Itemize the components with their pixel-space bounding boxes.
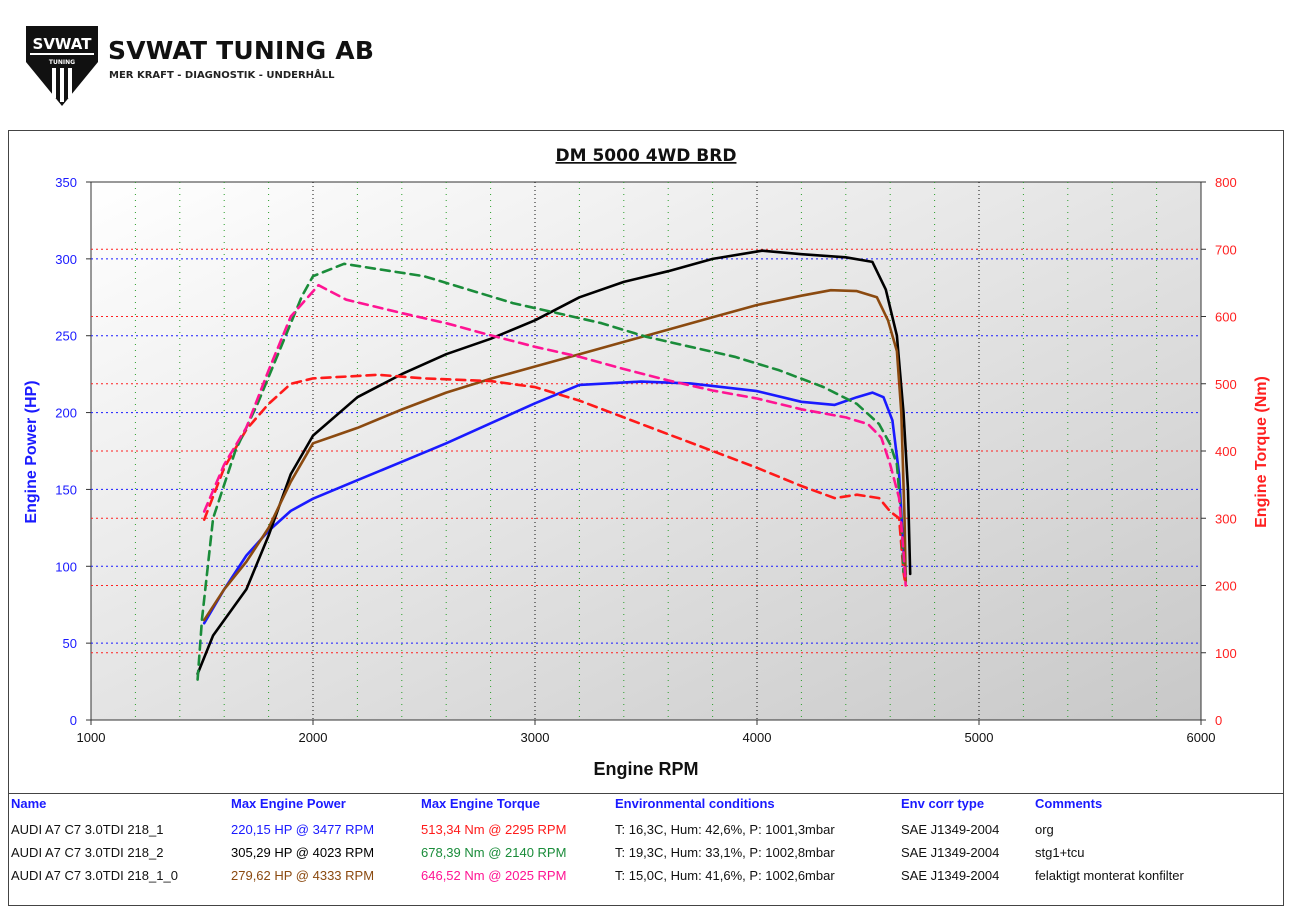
legend-comment: stg1+tcu	[1035, 845, 1085, 860]
left-axis-label: Engine Power (HP)	[23, 380, 40, 523]
right-tick-label: 800	[1215, 175, 1237, 190]
legend-header-corr: Env corr type	[901, 796, 985, 811]
legend-corr: SAE J1349-2004	[901, 845, 1000, 860]
legend-comment: felaktigt monterat konfilter	[1035, 868, 1184, 883]
right-tick-label: 600	[1215, 310, 1237, 325]
x-tick-label: 3000	[521, 730, 550, 745]
logo-badge-text: SVWAT	[33, 35, 93, 53]
legend-run-name: AUDI A7 C7 3.0TDI 218_2	[11, 845, 164, 860]
legend-max-power: 305,29 HP @ 4023 RPM	[231, 845, 375, 860]
left-tick-label: 350	[55, 175, 77, 190]
left-tick-label: 200	[55, 406, 77, 421]
power-curve-1	[202, 380, 907, 625]
right-axis-label: Engine Torque (Nm)	[1253, 376, 1270, 528]
left-tick-label: 250	[55, 329, 77, 344]
legend-comment: org	[1035, 822, 1054, 837]
torque-curve-1	[202, 373, 907, 587]
dyno-chart: 1000 2000 3000 4000 5000 60000501001502002503…	[23, 146, 1270, 779]
right-tick-label: 0	[1215, 713, 1222, 728]
x-tick-label: 6000	[1187, 730, 1216, 745]
x-tick-label: 4000	[743, 730, 772, 745]
brand-header: SVWAT TUNING SVWAT TUNING AB MER KRAFT -…	[22, 22, 422, 112]
right-tick-label: 700	[1215, 242, 1237, 257]
grid-lines	[91, 182, 1201, 720]
chart-title: DM 5000 4WD BRD	[556, 146, 737, 166]
legend-max-power: 220,15 HP @ 3477 RPM	[231, 822, 375, 837]
legend-header-comments: Comments	[1035, 796, 1103, 811]
axis-ticks: 1000 2000 3000 4000 5000 60000501001502002503…	[55, 175, 1236, 745]
legend-header-torque: Max Engine Torque	[421, 796, 540, 811]
legend-separator	[8, 793, 1284, 794]
legend-max-torque: 513,34 Nm @ 2295 RPM	[421, 822, 567, 837]
power-curve-2	[196, 249, 912, 676]
legend-env: T: 16,3C, Hum: 42,6%, P: 1001,3mbar	[615, 822, 835, 837]
x-tick-label: 5000	[965, 730, 994, 745]
x-tick-label: 1000	[77, 730, 106, 745]
left-tick-label: 100	[55, 559, 77, 574]
logo-badge-sub: TUNING	[49, 59, 75, 66]
series-lines	[196, 249, 912, 681]
svwat-logo: SVWAT TUNING	[26, 26, 98, 106]
x-axis-label: Engine RPM	[593, 759, 698, 779]
right-tick-label: 300	[1215, 511, 1237, 526]
legend-max-torque: 646,52 Nm @ 2025 RPM	[421, 868, 567, 883]
legend-run-name: AUDI A7 C7 3.0TDI 218_1_0	[11, 868, 178, 883]
torque-curve-2	[196, 262, 905, 681]
legend-env: T: 19,3C, Hum: 33,1%, P: 1002,8mbar	[615, 845, 835, 860]
left-tick-label: 300	[55, 252, 77, 267]
legend-run-name: AUDI A7 C7 3.0TDI 218_1	[11, 822, 164, 837]
torque-curve-3	[202, 283, 907, 587]
right-tick-label: 400	[1215, 444, 1237, 459]
right-tick-label: 200	[1215, 579, 1237, 594]
right-tick-label: 100	[1215, 646, 1237, 661]
right-tick-label: 500	[1215, 377, 1237, 392]
legend-max-power: 279,62 HP @ 4333 RPM	[231, 868, 375, 883]
x-tick-label: 2000	[299, 730, 328, 745]
legend-env: T: 15,0C, Hum: 41,6%, P: 1002,6mbar	[615, 868, 835, 883]
legend-corr: SAE J1349-2004	[901, 868, 1000, 883]
legend-header-name: Name	[11, 796, 47, 811]
legend-header-env: Environmental conditions	[615, 796, 775, 811]
company-name: SVWAT TUNING AB	[108, 36, 375, 65]
legend-max-torque: 678,39 Nm @ 2140 RPM	[421, 845, 567, 860]
power-curve-3	[202, 288, 907, 622]
company-tagline: MER KRAFT - DIAGNOSTIK - UNDERHÅLL	[109, 70, 335, 81]
left-tick-label: 50	[63, 636, 77, 651]
legend-header-power: Max Engine Power	[231, 796, 346, 811]
left-tick-label: 0	[70, 713, 77, 728]
legend-corr: SAE J1349-2004	[901, 822, 1000, 837]
left-tick-label: 150	[55, 482, 77, 497]
